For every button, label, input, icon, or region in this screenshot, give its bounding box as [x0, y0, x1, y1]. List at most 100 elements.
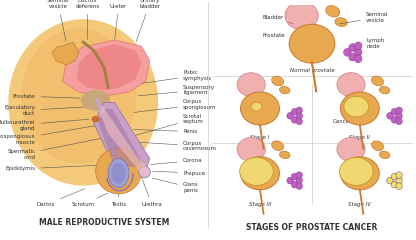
Text: Ejaculatory
duct: Ejaculatory duct [5, 105, 89, 116]
Ellipse shape [379, 86, 390, 94]
Text: Dartos: Dartos [37, 189, 85, 207]
Circle shape [396, 177, 402, 184]
Ellipse shape [340, 92, 379, 125]
Text: Pubic
symphysis: Pubic symphysis [142, 70, 212, 83]
Circle shape [344, 48, 351, 56]
Ellipse shape [371, 76, 384, 86]
Circle shape [296, 172, 302, 178]
Circle shape [391, 117, 398, 123]
Polygon shape [52, 42, 79, 65]
Circle shape [354, 55, 362, 63]
Text: Prostate: Prostate [262, 33, 299, 41]
Text: Prepuce: Prepuce [153, 171, 205, 176]
Text: Stage II: Stage II [349, 135, 370, 140]
Circle shape [291, 117, 298, 123]
Ellipse shape [22, 29, 136, 164]
Circle shape [291, 108, 298, 115]
Circle shape [387, 177, 393, 184]
Text: Cancer: Cancer [333, 109, 352, 124]
Text: Ductus
deferens: Ductus deferens [75, 0, 99, 39]
Text: Glans
penis: Glans penis [152, 178, 199, 193]
Text: Stage IV: Stage IV [348, 202, 371, 207]
Text: Bladder: Bladder [262, 15, 293, 24]
Ellipse shape [237, 138, 265, 161]
Ellipse shape [337, 138, 365, 161]
Ellipse shape [340, 157, 379, 190]
Text: Urethra: Urethra [140, 174, 162, 207]
Circle shape [391, 173, 398, 180]
Circle shape [287, 177, 293, 184]
Text: Bulbourethral
gland: Bulbourethral gland [0, 119, 89, 131]
Text: Penis: Penis [134, 129, 197, 134]
Circle shape [391, 181, 398, 188]
Text: Testis: Testis [111, 191, 126, 207]
Ellipse shape [139, 166, 150, 178]
Circle shape [391, 108, 398, 115]
Circle shape [396, 172, 402, 178]
Ellipse shape [339, 157, 373, 185]
Ellipse shape [111, 163, 126, 184]
Circle shape [387, 113, 393, 119]
Ellipse shape [280, 86, 290, 94]
Text: Epididymis: Epididymis [5, 165, 105, 171]
Text: Corpus
cavernosum: Corpus cavernosum [136, 141, 217, 151]
Ellipse shape [371, 141, 384, 150]
Circle shape [287, 113, 293, 119]
Ellipse shape [337, 73, 365, 96]
Polygon shape [62, 40, 150, 96]
Ellipse shape [251, 102, 262, 111]
Ellipse shape [81, 90, 110, 111]
Ellipse shape [92, 116, 100, 122]
Circle shape [354, 48, 362, 56]
Circle shape [396, 183, 402, 189]
Ellipse shape [96, 148, 141, 194]
Ellipse shape [335, 18, 347, 26]
Ellipse shape [344, 96, 369, 117]
Ellipse shape [272, 76, 284, 86]
Ellipse shape [240, 92, 280, 125]
Text: Bulbospongiosus
muscle: Bulbospongiosus muscle [0, 126, 95, 145]
Circle shape [396, 118, 402, 125]
Text: MALE REPRODUCTIVE SYSTEM: MALE REPRODUCTIVE SYSTEM [39, 218, 169, 227]
Ellipse shape [289, 24, 335, 63]
Text: Stage I: Stage I [250, 135, 270, 140]
Text: Urinary
bladder: Urinary bladder [136, 0, 160, 42]
Circle shape [354, 42, 362, 50]
Circle shape [396, 107, 402, 114]
Text: Seminal
vesicle: Seminal vesicle [47, 0, 69, 42]
Text: Prostate: Prostate [13, 94, 80, 99]
Text: STAGES OF PROSTATE CANCER: STAGES OF PROSTATE CANCER [246, 223, 378, 232]
Text: Normal prostate: Normal prostate [290, 68, 334, 73]
Circle shape [349, 44, 356, 51]
Circle shape [396, 113, 402, 119]
Circle shape [291, 173, 298, 180]
Text: Stage III: Stage III [249, 202, 271, 207]
Circle shape [291, 181, 298, 188]
Circle shape [296, 183, 302, 189]
Text: Suspensory
ligament: Suspensory ligament [138, 84, 215, 96]
Polygon shape [100, 104, 150, 175]
Text: Seminal
vesicle: Seminal vesicle [340, 12, 389, 24]
Ellipse shape [240, 157, 273, 185]
Text: Corpus
spongiosum: Corpus spongiosum [134, 99, 217, 113]
Circle shape [296, 177, 302, 184]
Ellipse shape [272, 141, 284, 150]
Text: Scrotal
septum: Scrotal septum [129, 114, 204, 137]
Polygon shape [77, 44, 141, 90]
Ellipse shape [379, 151, 390, 159]
Ellipse shape [237, 73, 265, 96]
Text: Scrotum: Scrotum [72, 193, 108, 207]
Circle shape [296, 118, 302, 125]
Ellipse shape [108, 159, 129, 188]
Text: Corona: Corona [151, 158, 203, 165]
Circle shape [296, 107, 302, 114]
Text: Ureter: Ureter [110, 4, 127, 39]
Ellipse shape [280, 151, 290, 159]
Ellipse shape [240, 157, 280, 190]
Text: Lymph
node: Lymph node [354, 38, 384, 49]
Text: Spermatic
cord: Spermatic cord [7, 138, 101, 160]
Ellipse shape [326, 6, 340, 17]
Polygon shape [98, 109, 141, 167]
Ellipse shape [285, 2, 318, 30]
Ellipse shape [8, 19, 158, 186]
